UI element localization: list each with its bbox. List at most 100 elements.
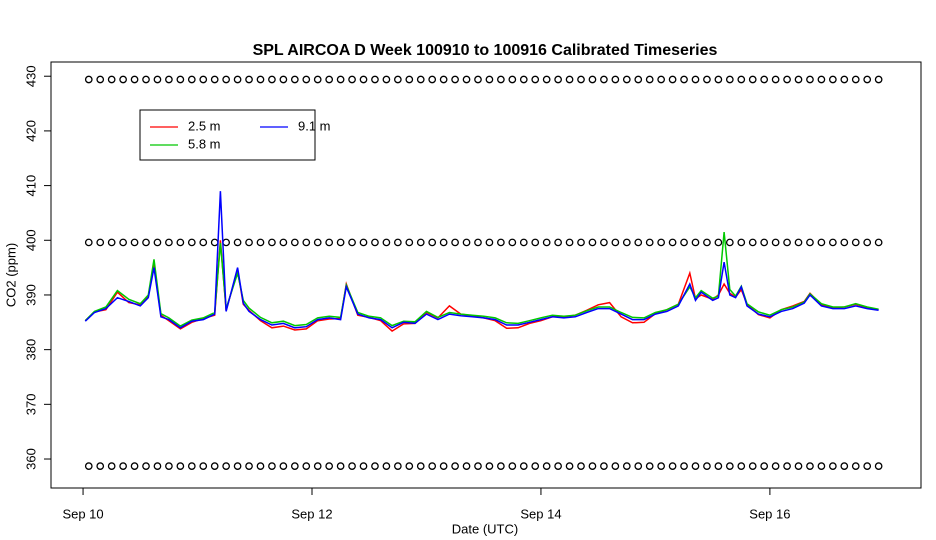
calibration-point	[554, 462, 562, 470]
calibration-point	[405, 462, 414, 470]
calibration-point	[680, 75, 688, 84]
calibration-point	[851, 75, 860, 84]
calibration-point	[622, 462, 631, 470]
calibration-point	[554, 238, 562, 247]
calibration-point	[668, 75, 677, 84]
calibration-point	[290, 238, 299, 247]
legend-label: 2.5 m	[188, 118, 221, 133]
plot-box	[50, 61, 922, 489]
calibration-point	[519, 238, 528, 247]
calibration-point	[577, 238, 585, 247]
calibration-point	[451, 75, 459, 84]
calibration-point	[714, 75, 723, 84]
calibration-point	[874, 238, 883, 247]
calibration-point	[348, 75, 356, 84]
calibration-point	[840, 238, 849, 247]
calibration-point	[256, 462, 265, 470]
calibration-point	[783, 238, 791, 247]
calibration-point	[96, 462, 105, 470]
calibration-point	[233, 462, 242, 470]
calibration-point	[210, 75, 219, 84]
calibration-point	[519, 75, 528, 84]
calibration-point	[359, 238, 368, 247]
calibration-point	[405, 238, 414, 247]
calibration-point	[462, 462, 471, 470]
calibration-point	[187, 75, 196, 84]
calibration-point	[565, 75, 574, 84]
calibration-point	[737, 462, 746, 470]
calibration-point	[222, 238, 230, 247]
calibration-point	[691, 462, 700, 470]
calibration-point	[748, 75, 757, 84]
calibration-point	[554, 75, 562, 84]
calibration-point	[210, 238, 219, 247]
calibration-point	[748, 238, 757, 247]
series-line	[84, 191, 879, 329]
calibration-point	[840, 75, 849, 84]
calibration-point	[783, 75, 791, 84]
calibration-point	[874, 75, 883, 84]
calibration-point	[462, 238, 471, 247]
calibration-point	[382, 462, 391, 470]
calibration-point	[142, 75, 150, 84]
calibration-point	[313, 75, 322, 84]
calibration-point	[130, 75, 139, 84]
calibration-point	[187, 462, 196, 470]
calibration-point	[199, 462, 208, 470]
calibration-point	[336, 238, 345, 247]
calibration-point	[600, 462, 608, 470]
calibration-point	[107, 75, 116, 84]
x-tick-label: Sep 14	[520, 506, 561, 521]
calibration-point	[359, 75, 368, 84]
calibration-point	[508, 238, 517, 247]
calibration-point	[634, 238, 643, 247]
calibration-point	[806, 238, 814, 247]
calibration-point	[588, 462, 597, 470]
calibration-point	[851, 462, 860, 470]
y-tick-label: 380	[23, 339, 38, 361]
calibration-point	[394, 462, 402, 470]
calibration-point	[588, 75, 597, 84]
calibration-point	[84, 75, 93, 84]
calibration-point	[863, 238, 872, 247]
calibration-point	[439, 238, 448, 247]
calibration-point	[737, 238, 746, 247]
calibration-point	[416, 462, 425, 470]
calibration-point	[760, 75, 769, 84]
calibration-point	[691, 75, 700, 84]
calibration-point	[279, 462, 288, 470]
calibration-point	[222, 462, 230, 470]
calibration-point	[199, 238, 208, 247]
calibration-point	[668, 462, 677, 470]
calibration-point	[176, 238, 185, 247]
calibration-point	[817, 75, 826, 84]
calibration-point	[474, 75, 482, 84]
y-tick-label: 370	[23, 393, 38, 415]
calibration-point	[714, 462, 723, 470]
calibration-point	[165, 462, 173, 470]
calibration-point	[542, 462, 551, 470]
calibration-point	[245, 75, 253, 84]
calibration-point	[359, 462, 368, 470]
calibration-point	[165, 75, 173, 84]
calibration-point	[634, 75, 643, 84]
calibration-point	[714, 238, 723, 247]
calibration-point	[497, 462, 505, 470]
calibration-point	[313, 238, 322, 247]
calibration-point	[657, 238, 665, 247]
legend-box	[139, 109, 316, 161]
calibration-point	[497, 238, 505, 247]
calibration-point	[542, 238, 551, 247]
calibration-point	[622, 238, 631, 247]
calibration-point	[806, 75, 814, 84]
legend-label: 9.1 m	[298, 118, 331, 133]
calibration-point	[725, 75, 734, 84]
calibration-point	[691, 238, 700, 247]
calibration-point	[829, 75, 837, 84]
calibration-point	[851, 238, 860, 247]
y-tick-label: 420	[23, 120, 38, 142]
calibration-point	[279, 238, 288, 247]
calibration-point	[622, 75, 631, 84]
series-line	[84, 232, 879, 327]
calibration-point	[680, 238, 688, 247]
